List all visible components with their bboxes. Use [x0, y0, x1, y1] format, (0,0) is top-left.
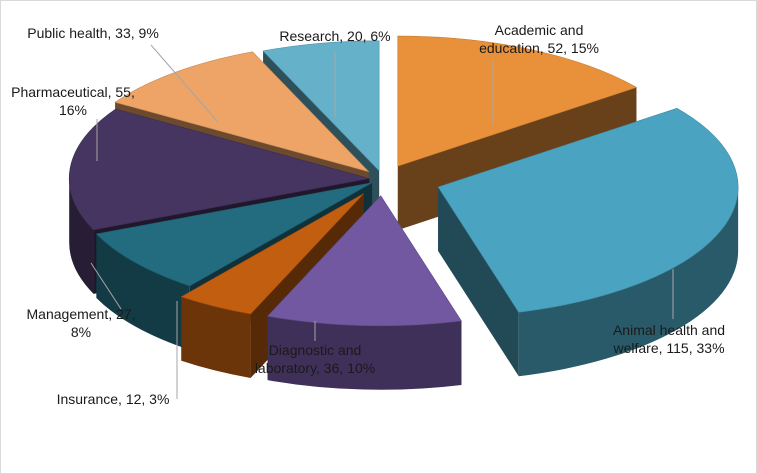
- slice-wall-animal-health-and-welfare-1: [438, 187, 519, 377]
- data-label-research: Research, 20, 6%: [279, 28, 390, 44]
- leader-lines: [90, 44, 674, 399]
- slice-animal-health-and-welfare: [437, 107, 739, 313]
- slice-research: [262, 40, 380, 172]
- data-label-management: Management, 27, 8%: [27, 306, 136, 340]
- slice-tops: [68, 35, 739, 327]
- slice-insurance: [180, 193, 364, 315]
- data-label-public-health: Public health, 33, 9%: [27, 25, 159, 41]
- slice-academic-and-education: [397, 35, 638, 167]
- data-label-animal-health-and-welfare: Animal health and welfare, 115, 33%: [612, 322, 725, 356]
- data-label-diagnostic-and-laboratory: Diagnostic and laboratory, 36, 10%: [255, 342, 375, 376]
- slice-side-insurance-0: [181, 296, 251, 378]
- slice-management: [95, 182, 373, 287]
- slice-side-diagnostic-and-laboratory-0: [267, 316, 462, 390]
- data-labels: Academic and education, 52, 15% Animal hea…: [11, 22, 725, 407]
- leader-line-management: [90, 262, 122, 310]
- data-label-academic-and-education: Academic and education, 52, 15%: [479, 22, 599, 56]
- leader-line-public-health: [150, 44, 218, 122]
- slice-side-animal-health-and-welfare-0: [518, 187, 739, 377]
- data-label-pharmaceutical: Pharmaceutical, 55, 16%: [11, 84, 135, 118]
- slice-side-pharmaceutical-0: [69, 178, 94, 294]
- slice-pharmaceutical: [68, 108, 370, 231]
- data-label-insurance: Insurance, 12, 3%: [57, 391, 170, 407]
- slice-side-management-0: [96, 233, 190, 350]
- slice-diagnostic-and-laboratory: [267, 195, 462, 327]
